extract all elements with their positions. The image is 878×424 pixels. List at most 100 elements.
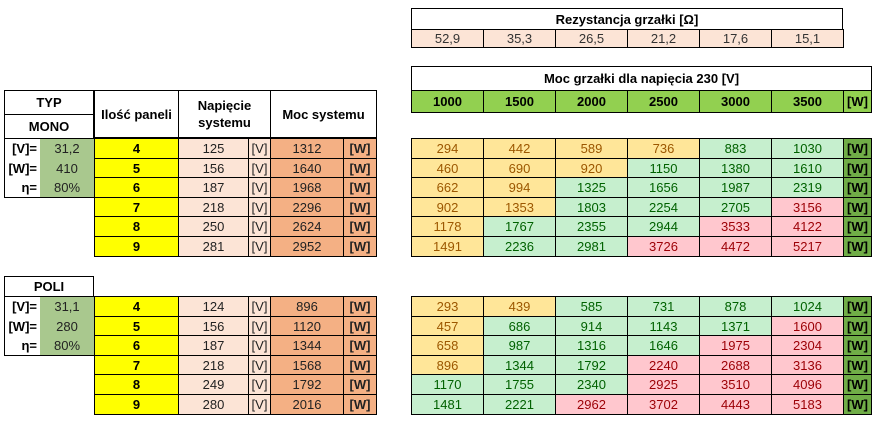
panel-count[interactable]: 7 bbox=[94, 197, 179, 218]
power-unit[interactable]: [W] bbox=[343, 355, 377, 376]
voltage-unit[interactable]: [V] bbox=[248, 197, 271, 218]
system-power[interactable]: 1640 bbox=[270, 158, 344, 179]
system-power[interactable]: 1968 bbox=[270, 177, 344, 198]
heater-power-value[interactable]: 293 bbox=[411, 296, 484, 317]
system-voltage[interactable]: 280 bbox=[178, 394, 249, 415]
system-voltage[interactable]: 281 bbox=[178, 236, 249, 257]
heater-power-unit[interactable]: [W] bbox=[843, 197, 872, 218]
param-value[interactable]: 410 bbox=[40, 158, 94, 178]
heater-power-value[interactable]: 686 bbox=[483, 316, 556, 337]
heater-power-header[interactable]: 2500 bbox=[627, 90, 700, 113]
heater-power-value[interactable]: 2240 bbox=[627, 355, 700, 376]
heater-power-unit[interactable]: [W] bbox=[843, 236, 872, 257]
heater-power-header[interactable]: 1000 bbox=[411, 90, 484, 113]
heater-power-value[interactable]: 2236 bbox=[483, 236, 556, 257]
heater-power-value[interactable]: 883 bbox=[699, 138, 772, 159]
header-moc[interactable]: Moc systemu bbox=[270, 90, 377, 138]
heater-power-value[interactable]: 1143 bbox=[627, 316, 700, 337]
heater-power-value[interactable]: 1316 bbox=[555, 335, 628, 356]
heater-power-unit[interactable]: [W] bbox=[843, 335, 872, 356]
heater-power-value[interactable]: 4472 bbox=[699, 236, 772, 257]
system-power[interactable]: 2016 bbox=[270, 394, 344, 415]
heater-power-value[interactable]: 457 bbox=[411, 316, 484, 337]
power-unit[interactable]: [W] bbox=[343, 216, 377, 237]
panel-count[interactable]: 5 bbox=[94, 316, 179, 337]
heater-power-value[interactable]: 736 bbox=[627, 138, 700, 159]
system-power[interactable]: 1344 bbox=[270, 335, 344, 356]
panel-count[interactable]: 6 bbox=[94, 177, 179, 198]
param-label[interactable]: [W]= bbox=[8, 160, 37, 176]
heater-power-unit[interactable]: [W] bbox=[843, 90, 872, 113]
voltage-unit[interactable]: [V] bbox=[248, 177, 271, 198]
heater-power-value[interactable]: 662 bbox=[411, 177, 484, 198]
power-unit[interactable]: [W] bbox=[343, 394, 377, 415]
system-power[interactable]: 2296 bbox=[270, 197, 344, 218]
heater-power-header[interactable]: 3500 bbox=[771, 90, 844, 113]
power-unit[interactable]: [W] bbox=[343, 374, 377, 395]
heater-power-unit[interactable]: [W] bbox=[843, 216, 872, 237]
heater-power-value[interactable]: 294 bbox=[411, 138, 484, 159]
heater-power-unit[interactable]: [W] bbox=[843, 316, 872, 337]
heater-power-value[interactable]: 3136 bbox=[771, 355, 844, 376]
voltage-unit[interactable]: [V] bbox=[248, 394, 271, 415]
heater-power-value[interactable]: 658 bbox=[411, 335, 484, 356]
section-name[interactable]: MONO bbox=[4, 114, 94, 139]
panel-count[interactable]: 9 bbox=[94, 394, 179, 415]
heater-power-value[interactable]: 2705 bbox=[699, 197, 772, 218]
voltage-unit[interactable]: [V] bbox=[248, 138, 271, 159]
heater-power-value[interactable]: 902 bbox=[411, 197, 484, 218]
power-unit[interactable]: [W] bbox=[343, 177, 377, 198]
system-power[interactable]: 896 bbox=[270, 296, 344, 317]
system-voltage[interactable]: 249 bbox=[178, 374, 249, 395]
heater-power-value[interactable]: 2254 bbox=[627, 197, 700, 218]
voltage-unit[interactable]: [V] bbox=[248, 236, 271, 257]
system-voltage[interactable]: 187 bbox=[178, 335, 249, 356]
power-unit[interactable]: [W] bbox=[343, 296, 377, 317]
param-label[interactable]: [V]= bbox=[12, 140, 37, 156]
system-power[interactable]: 1312 bbox=[270, 138, 344, 159]
heater-power-value[interactable]: 920 bbox=[555, 158, 628, 179]
param-value[interactable]: 80% bbox=[40, 177, 94, 197]
heater-power-value[interactable]: 4443 bbox=[699, 394, 772, 415]
resistance-value[interactable]: 17,6 bbox=[699, 29, 772, 48]
heater-power-value[interactable]: 1803 bbox=[555, 197, 628, 218]
panel-count[interactable]: 4 bbox=[94, 138, 179, 159]
panel-count[interactable]: 9 bbox=[94, 236, 179, 257]
heater-power-unit[interactable]: [W] bbox=[843, 374, 872, 395]
param-value[interactable]: 31,2 bbox=[40, 138, 94, 158]
heater-power-value[interactable]: 1792 bbox=[555, 355, 628, 376]
voltage-unit[interactable]: [V] bbox=[248, 296, 271, 317]
system-power[interactable]: 1792 bbox=[270, 374, 344, 395]
heater-power-value[interactable]: 4122 bbox=[771, 216, 844, 237]
heater-power-value[interactable]: 2304 bbox=[771, 335, 844, 356]
heater-power-value[interactable]: 585 bbox=[555, 296, 628, 317]
resistance-title[interactable]: Rezystancja grzałki [Ω] bbox=[411, 8, 843, 30]
heater-power-value[interactable]: 2962 bbox=[555, 394, 628, 415]
voltage-unit[interactable]: [V] bbox=[248, 158, 271, 179]
heater-power-value[interactable]: 4096 bbox=[771, 374, 844, 395]
power-unit[interactable]: [W] bbox=[343, 138, 377, 159]
voltage-unit[interactable]: [V] bbox=[248, 216, 271, 237]
voltage-unit[interactable]: [V] bbox=[248, 374, 271, 395]
param-label[interactable]: [V]= bbox=[12, 298, 37, 314]
panel-count[interactable]: 7 bbox=[94, 355, 179, 376]
heater-power-value[interactable]: 1344 bbox=[483, 355, 556, 376]
resistance-value[interactable]: 35,3 bbox=[483, 29, 556, 48]
heater-power-unit[interactable]: [W] bbox=[843, 138, 872, 159]
header-ilosc-paneli[interactable]: Ilość paneli bbox=[94, 90, 179, 138]
param-label[interactable]: [W]= bbox=[8, 318, 37, 334]
resistance-value[interactable]: 15,1 bbox=[771, 29, 844, 48]
param-label[interactable]: η= bbox=[21, 337, 37, 353]
panel-count[interactable]: 6 bbox=[94, 335, 179, 356]
heater-power-value[interactable]: 3533 bbox=[699, 216, 772, 237]
heater-power-value[interactable]: 1353 bbox=[483, 197, 556, 218]
heater-power-value[interactable]: 1481 bbox=[411, 394, 484, 415]
heater-power-value[interactable]: 1987 bbox=[699, 177, 772, 198]
panel-count[interactable]: 5 bbox=[94, 158, 179, 179]
resistance-value[interactable]: 21,2 bbox=[627, 29, 700, 48]
heater-power-value[interactable]: 2688 bbox=[699, 355, 772, 376]
heater-power-header[interactable]: 2000 bbox=[555, 90, 628, 113]
power-unit[interactable]: [W] bbox=[343, 236, 377, 257]
heater-power-value[interactable]: 987 bbox=[483, 335, 556, 356]
heater-power-value[interactable]: 2319 bbox=[771, 177, 844, 198]
